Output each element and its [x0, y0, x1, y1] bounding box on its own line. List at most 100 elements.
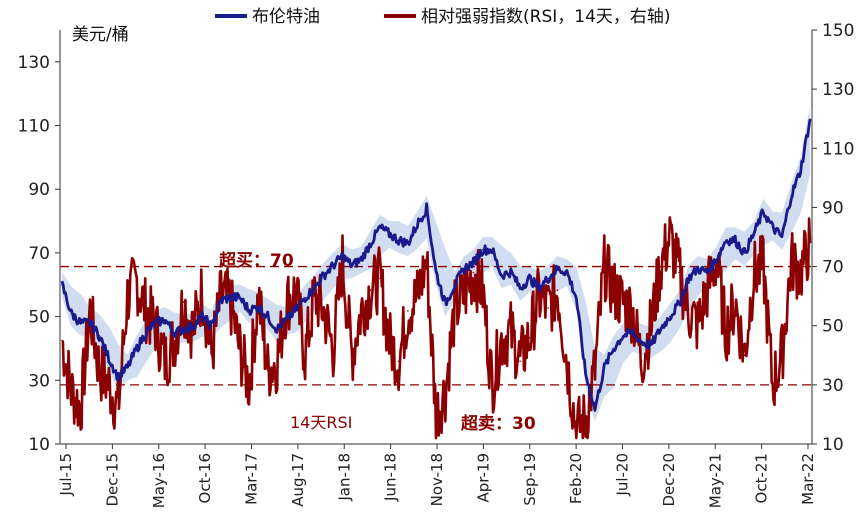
brent-point	[323, 274, 325, 277]
rsi-point	[360, 310, 363, 312]
brent-point	[98, 334, 101, 337]
brent-point	[678, 303, 680, 305]
rsi-point	[510, 330, 512, 333]
brent-point	[463, 268, 465, 270]
brent-point	[108, 357, 110, 359]
brent-point	[238, 296, 241, 299]
brent-point	[182, 328, 185, 331]
brent-point	[248, 309, 250, 312]
rsi-point	[295, 289, 297, 292]
left-tick-label: 110	[18, 117, 50, 137]
rsi-point	[725, 330, 727, 333]
brent-point	[360, 258, 363, 261]
x-tick-label: May-21	[706, 453, 724, 508]
rsi-point	[771, 384, 774, 386]
rsi-point	[556, 289, 559, 292]
rsi-point	[192, 330, 194, 333]
brent-point	[510, 271, 512, 273]
brent-point	[435, 271, 437, 273]
rsi-point	[528, 336, 531, 339]
brent-point	[771, 226, 774, 229]
rsi-label: 14天RSI	[290, 413, 352, 432]
brent-point	[622, 334, 624, 337]
series-layer	[60, 118, 812, 440]
rsi-point	[650, 324, 652, 327]
brent-point	[154, 322, 157, 324]
brent-point	[341, 255, 344, 257]
rsi-point	[538, 295, 540, 297]
x-tick-label: Jan-18	[335, 453, 353, 502]
rsi-point	[753, 271, 755, 274]
rsi-point	[266, 369, 269, 371]
x-tick-label: Mar-22	[799, 453, 817, 505]
brent-point	[332, 264, 334, 267]
rsi-point	[154, 324, 157, 327]
brent-point	[556, 268, 559, 270]
x-tick-label: Jul-20	[614, 453, 632, 497]
rsi-point	[603, 265, 606, 268]
x-tick-label: Dec-15	[103, 453, 121, 507]
brent-point	[500, 274, 503, 277]
left-tick-label: 10	[28, 435, 50, 455]
brent-point	[528, 277, 531, 280]
rsi-point	[341, 259, 344, 262]
brent-point	[257, 306, 260, 308]
brent-point	[201, 315, 204, 318]
rsi-point	[547, 307, 549, 309]
rsi-point	[463, 295, 465, 297]
right-tick-label: 110	[822, 139, 854, 159]
brent-point	[210, 325, 213, 328]
brent-point	[547, 277, 549, 280]
brent-point	[145, 331, 147, 334]
rsi-point	[238, 348, 241, 351]
brent-point	[397, 239, 400, 241]
rsi-point	[594, 369, 596, 371]
brent-point	[304, 296, 306, 299]
brent-line	[60, 118, 812, 412]
brent-point	[725, 239, 727, 241]
brent-point	[136, 347, 138, 350]
rsi-point	[108, 384, 110, 386]
brent-point	[715, 258, 718, 261]
oversold-label: 超卖：30	[461, 413, 536, 434]
brent-point	[117, 376, 119, 378]
rsi-point	[790, 259, 793, 262]
rsi-point	[323, 310, 325, 312]
brent-point	[313, 287, 316, 289]
left-tick-label: 70	[28, 244, 50, 264]
brent-point	[388, 233, 391, 235]
brent-point	[126, 366, 129, 369]
rsi-point	[640, 360, 643, 363]
left-tick-label: 90	[28, 180, 50, 200]
brent-point	[407, 242, 409, 245]
rsi-point	[369, 289, 372, 292]
rsi-point	[781, 354, 783, 357]
brent-point	[603, 366, 606, 369]
x-tick-label: Feb-20	[567, 453, 585, 504]
rsi-point	[397, 360, 400, 363]
rsi-point	[182, 301, 185, 303]
rsi-point	[809, 242, 811, 244]
rsi-point	[519, 360, 521, 363]
right-tick-label: 150	[822, 21, 854, 41]
x-tick-label: Oct-21	[753, 453, 771, 503]
rsi-point	[697, 324, 699, 327]
rsi-point	[612, 289, 615, 292]
brent-point	[229, 296, 232, 299]
legend: 布伦特油 相对强弱指数(RSI，14天，右轴)	[215, 7, 671, 27]
brent-point	[575, 296, 578, 299]
x-tick-label: May-16	[150, 453, 168, 508]
right-tick-label: 50	[822, 317, 844, 337]
rsi-point	[388, 339, 391, 342]
brent-point	[472, 261, 475, 264]
axis-layer: 10 30 50 70 90 110 130 10 30 50 70 90 110 130 150 Jul-1…	[18, 21, 855, 508]
rsi-point	[210, 354, 213, 357]
right-tick-label: 70	[822, 258, 844, 278]
brent-point	[79, 322, 82, 324]
rsi-point	[500, 339, 503, 342]
rsi-point	[566, 360, 568, 363]
brent-point	[640, 341, 643, 343]
rsi-point	[257, 295, 260, 297]
rsi-point	[762, 265, 765, 268]
brent-point	[220, 299, 222, 302]
